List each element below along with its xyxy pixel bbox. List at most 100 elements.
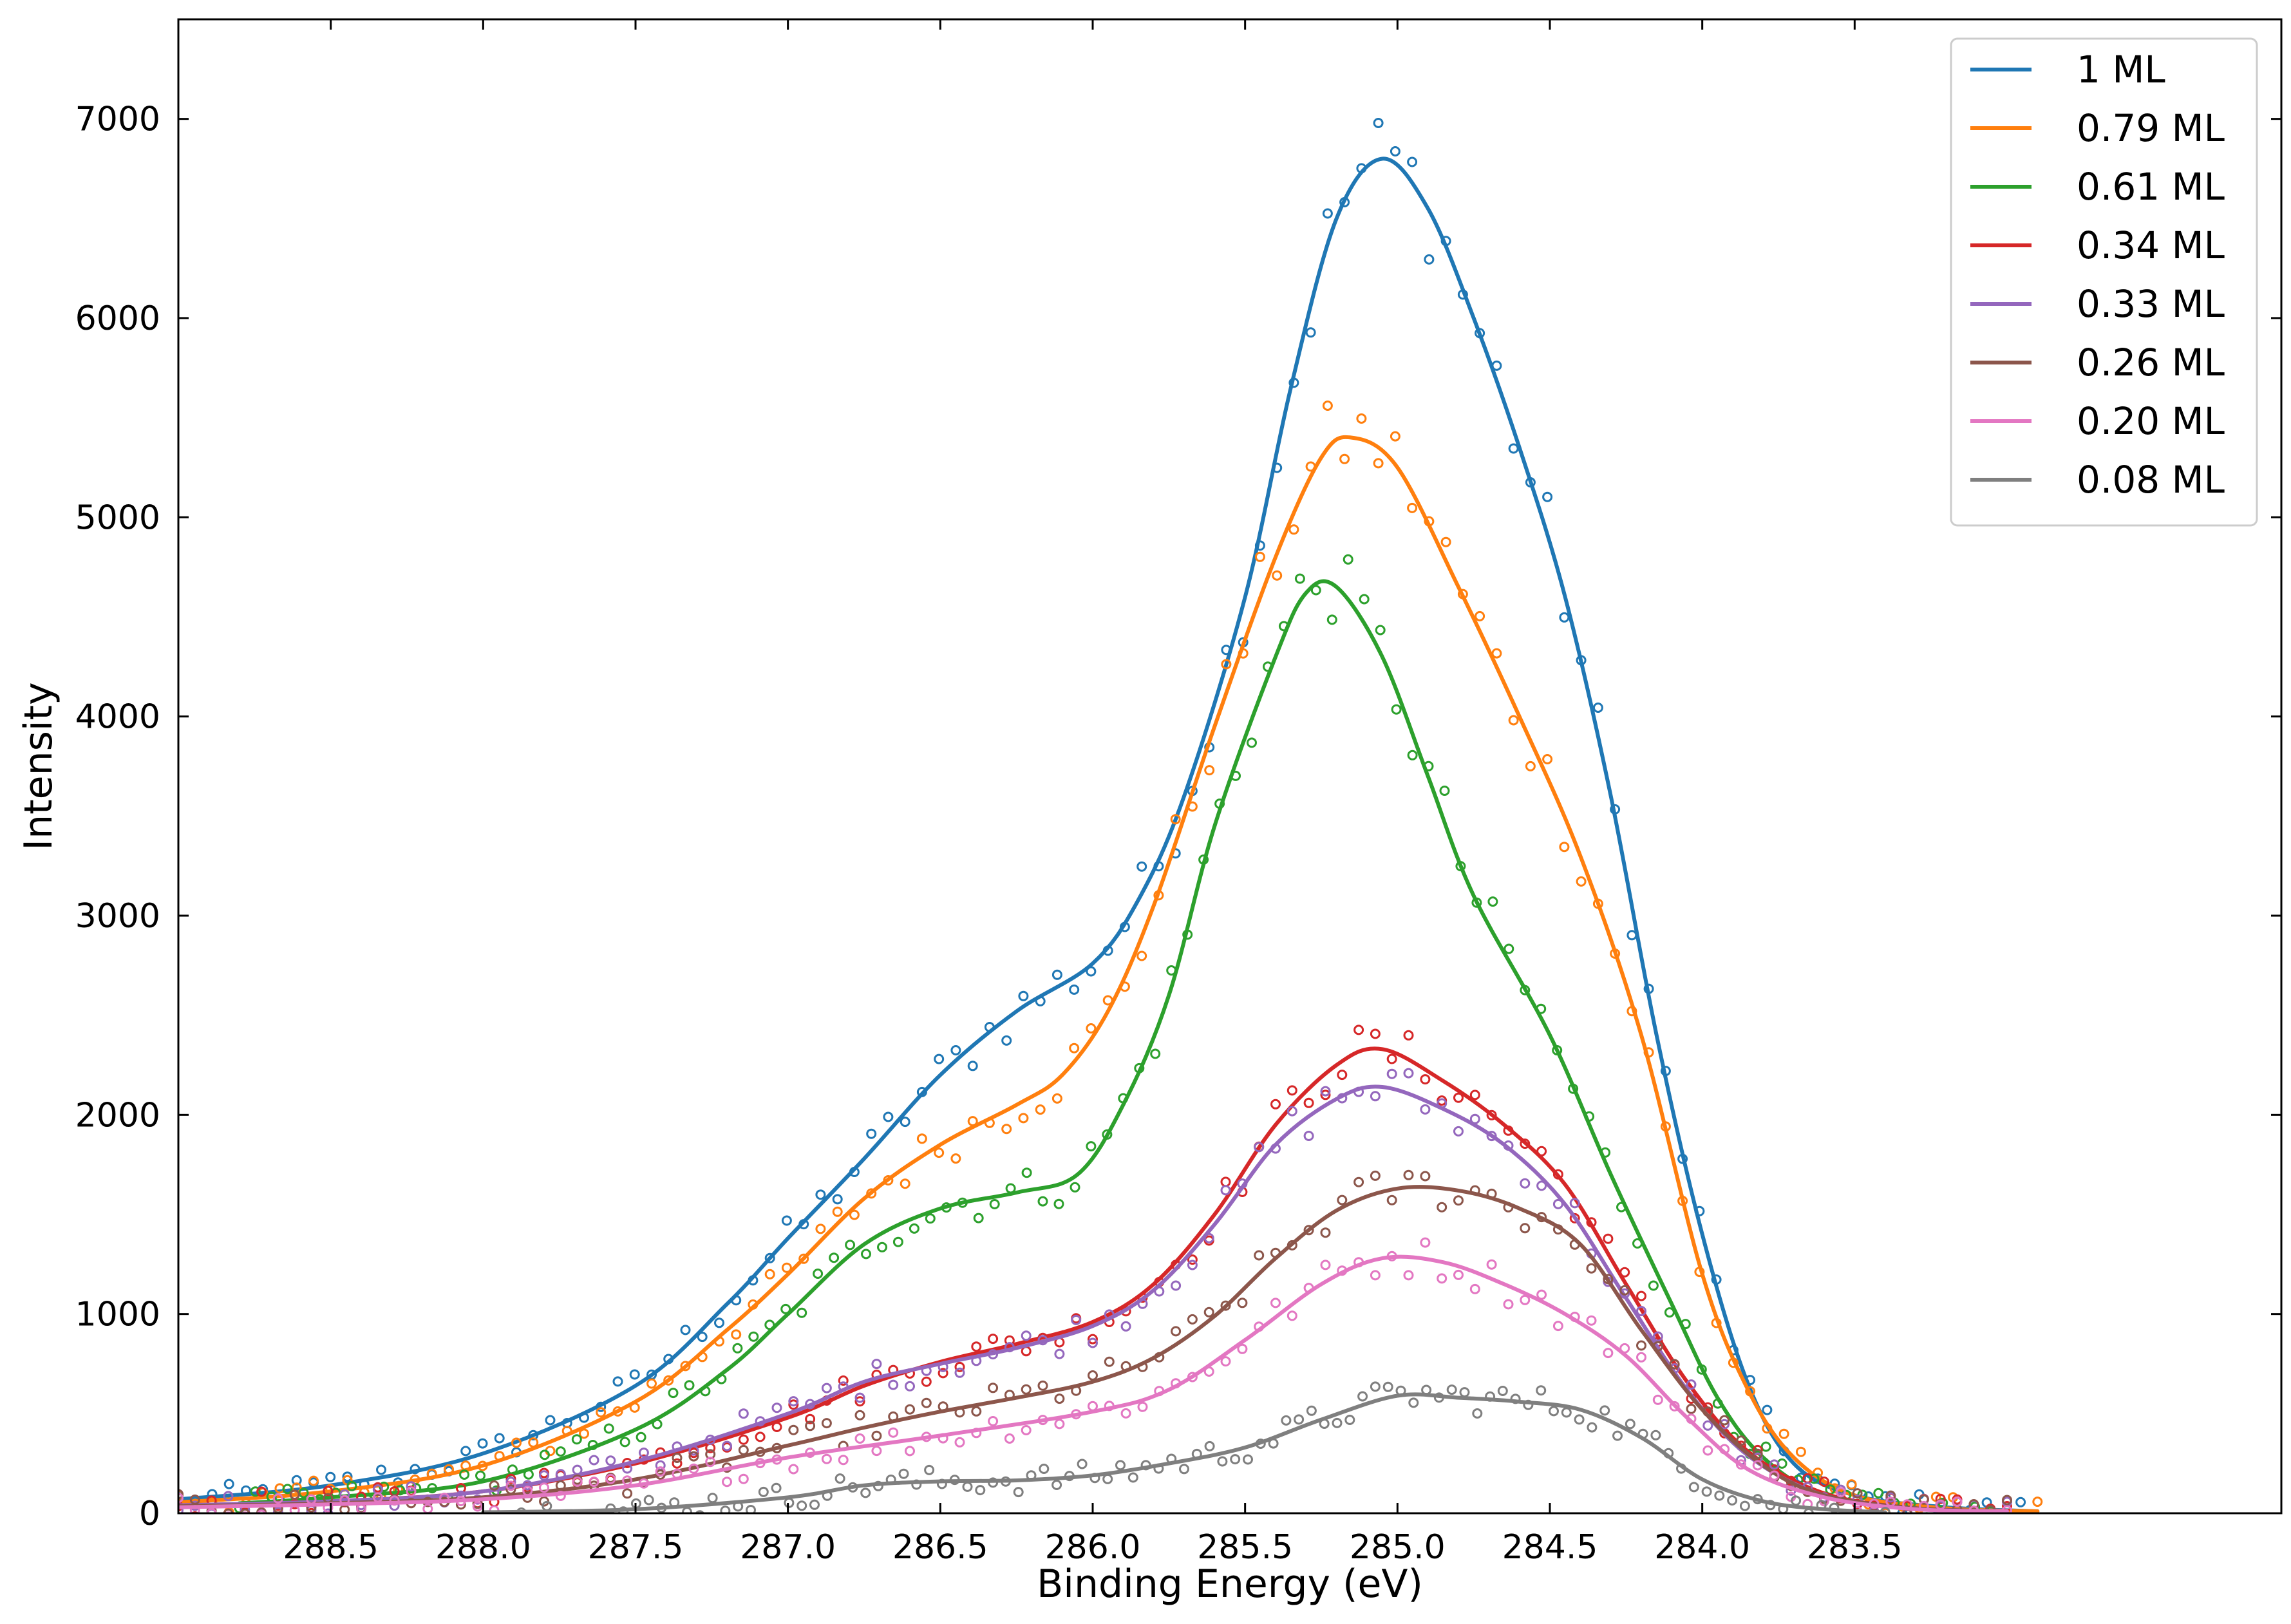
legend-label: 0.08 ML [2077,458,2225,502]
series-7 [480,1381,1890,1513]
data-point [973,1213,984,1223]
data-point [1077,1459,1088,1469]
data-point [1136,861,1147,872]
data-point [1769,1470,1780,1481]
data-point [1373,118,1384,128]
data-point [1586,1263,1597,1274]
data-point [1051,1480,1062,1490]
data-point [589,1455,599,1466]
data-point [250,1486,261,1497]
y-axis-label: Intensity [16,682,61,850]
data-point [1053,1198,1064,1209]
data-point [834,1473,845,1484]
data-point [282,1484,293,1495]
data-point [758,1486,769,1497]
data-point [1137,1401,1148,1412]
data-point [256,1509,267,1513]
data-point [1320,1090,1331,1100]
data-point [921,1376,932,1387]
data-point [1370,1028,1381,1039]
data-point [223,1491,234,1502]
data-point [1453,1195,1464,1206]
data-point [1625,1419,1636,1430]
data-point [1220,1300,1231,1311]
data-point [1472,1408,1483,1419]
data-point [1420,1074,1431,1085]
data-point [1070,1182,1080,1193]
data-point [925,1213,936,1224]
data-point [1719,1415,1730,1426]
data-point [805,1421,816,1431]
legend-label: 0.34 ML [2077,223,2225,267]
series-line [178,156,2040,1513]
data-point [619,1437,630,1448]
data-point [1762,1404,1773,1415]
data-point [1702,1420,1713,1431]
data-point [905,1446,915,1457]
data-point [672,1458,683,1469]
data-point [755,1431,766,1442]
data-point [1420,1237,1431,1248]
data-point [1217,1456,1228,1467]
data-point [954,1367,965,1378]
data-point [1326,614,1337,625]
data-point [1727,1495,1738,1506]
data-point [1021,1330,1032,1341]
data-point [1357,1391,1368,1402]
data-point [1869,1508,1880,1513]
data-point [1306,1405,1317,1416]
data-point [376,1464,386,1475]
data-point [1230,1454,1241,1465]
data-point [223,1508,234,1513]
data-point [845,1240,856,1251]
data-point [954,1437,965,1448]
data-point [2034,1512,2041,1513]
data-point [680,1361,691,1372]
legend-box [1950,37,2258,527]
data-point [1305,327,1316,338]
data-point [1294,573,1305,584]
data-point [612,1376,623,1387]
data-point [1970,1512,1977,1513]
data-point [493,1512,500,1513]
data-point [1247,737,1257,748]
data-point [1086,1141,1097,1152]
data-point [1719,1419,1730,1430]
data-point [788,1396,799,1407]
data-point [1918,1494,1929,1505]
data-point [178,1493,184,1504]
data-point [1170,814,1181,825]
data-point [240,1508,250,1513]
data-point [900,1117,910,1128]
data-point [1088,1334,1098,1345]
data-point [1127,1472,1138,1483]
data-point [1288,524,1299,535]
data-point [1287,1106,1297,1117]
data-point [680,1325,691,1336]
data-point [663,1375,674,1386]
data-point [1370,1381,1381,1392]
data-point [781,1262,792,1273]
data-point [1702,1445,1713,1456]
data-point [1254,1250,1265,1261]
data-point [1403,1068,1414,1079]
data-point [788,1464,799,1475]
data-point [1018,990,1029,1001]
data-point [605,1473,616,1484]
data-point [1287,1310,1297,1321]
data-point [1652,1394,1663,1405]
data-point [1669,1359,1680,1370]
data-point [1272,570,1283,581]
data-point [1051,969,1062,980]
data-point [289,1489,300,1500]
series-line [237,579,2009,1513]
x-axis-label: Binding Energy (eV) [1037,1562,1423,1607]
data-point [1391,704,1402,715]
data-point [1054,1419,1065,1430]
data-point [460,1446,471,1457]
data-point [684,1380,695,1391]
data-point [1987,1512,1994,1513]
data-point [1069,1043,1080,1053]
data-point [809,1499,820,1510]
